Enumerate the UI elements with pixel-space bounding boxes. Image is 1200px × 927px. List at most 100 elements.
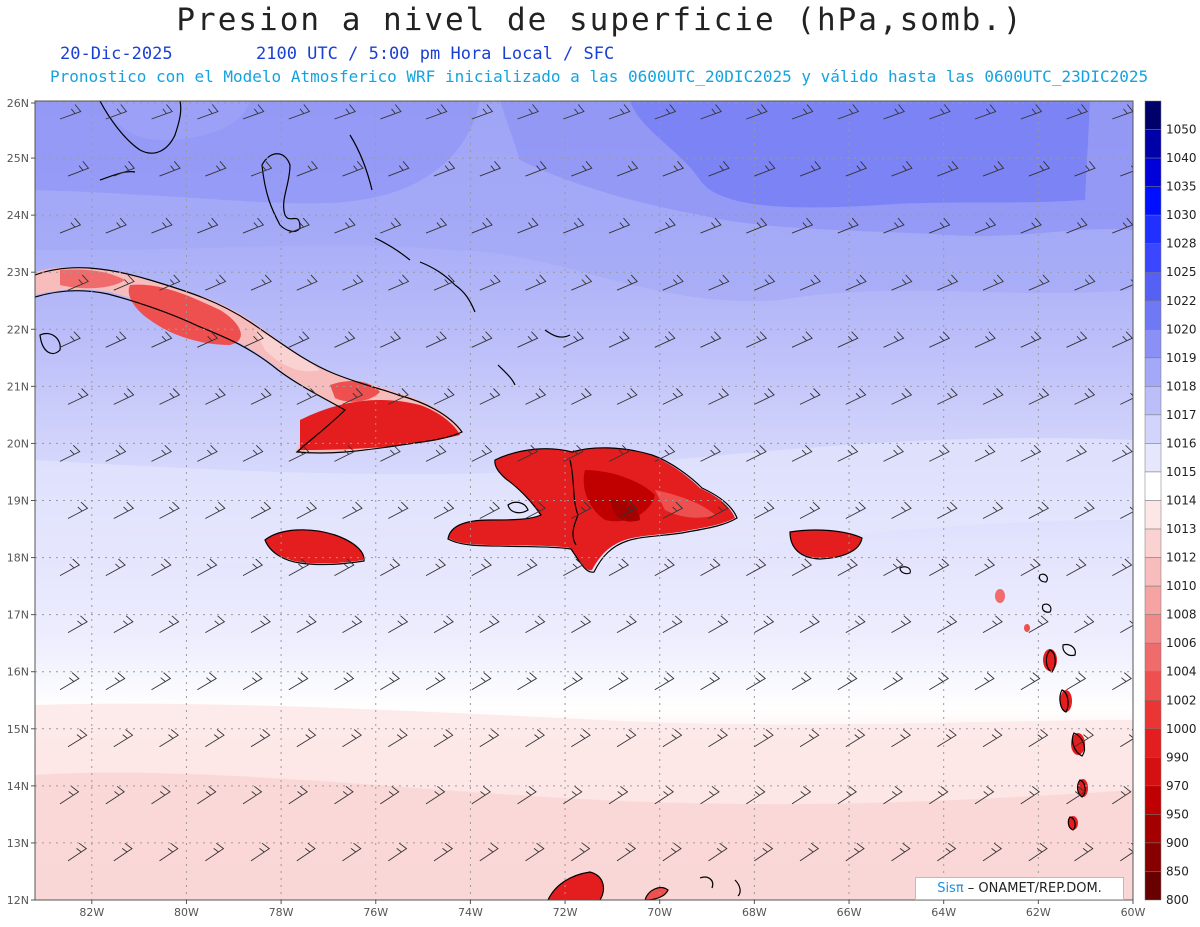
wind-barb <box>296 274 318 291</box>
map-title: Presion a nivel de superficie (hPa,somb.… <box>176 2 1024 38</box>
wind-barb <box>151 785 171 805</box>
pressure-field <box>35 101 1133 900</box>
wind-barb <box>937 501 958 519</box>
forecast-time: 2100 UTC / 5:00 pm Hora Local / SFC <box>256 44 615 64</box>
legend-swatch <box>1144 671 1162 701</box>
wind-barb <box>296 615 317 633</box>
wind-barb <box>159 501 180 519</box>
wind-barb <box>197 558 218 576</box>
wind-barb <box>525 729 545 748</box>
lon-tick-label: 76W <box>363 906 388 919</box>
wind-barb <box>654 331 676 348</box>
wind-barb <box>113 161 136 177</box>
wind-barb <box>571 615 592 633</box>
wind-barb <box>937 729 957 748</box>
lat-tick-label: 12N <box>7 894 29 907</box>
wind-barb <box>250 842 271 862</box>
wind-barb <box>197 104 219 120</box>
lat-tick-label: 23N <box>7 266 29 279</box>
wind-barb <box>433 842 454 862</box>
wind-barb <box>159 388 181 405</box>
wind-barb <box>70 899 72 900</box>
wind-barb <box>754 615 775 633</box>
wind-barb <box>608 558 630 576</box>
wind-barb <box>242 672 263 691</box>
wind-barb <box>974 672 995 691</box>
wind-barb <box>479 161 502 177</box>
lat-tick-label: 21N <box>7 380 29 393</box>
wind-barb <box>799 842 820 862</box>
wind-barb <box>388 274 410 291</box>
forecast-subtitle: Pronostico con el Modelo Atmosferico WRF… <box>50 67 1149 86</box>
wind-barb <box>159 729 179 748</box>
wind-barb <box>425 444 447 462</box>
wind-barb <box>1028 274 1050 291</box>
lon-tick-label: 62W <box>1026 906 1051 919</box>
wind-barb <box>1066 558 1087 576</box>
legend-swatch <box>1144 329 1162 359</box>
wind-barb <box>425 331 447 348</box>
wind-barb <box>616 161 639 177</box>
wind-barb <box>883 785 903 805</box>
lon-tick-label: 74W <box>458 906 483 919</box>
wind-barb <box>894 899 895 900</box>
wind-barb <box>1020 104 1043 120</box>
legend-swatch <box>1144 100 1162 130</box>
wind-barb <box>563 331 585 348</box>
wind-barb <box>59 785 80 805</box>
lon-tick-label: 66W <box>837 906 862 919</box>
wind-barb <box>571 729 591 748</box>
wind-barb <box>425 104 448 120</box>
wind-barb <box>619 899 621 900</box>
wind-barb <box>113 388 135 405</box>
wind-barb <box>67 729 88 748</box>
wind-barb <box>113 274 135 291</box>
wind-barb <box>1074 615 1095 633</box>
wind-barb <box>837 558 858 576</box>
wind-barb <box>380 104 402 120</box>
wind-barb <box>845 388 867 405</box>
lat-tick-label: 17N <box>7 609 29 622</box>
wind-barb <box>746 558 767 576</box>
wind-barb <box>1066 785 1086 805</box>
wind-barb <box>380 672 400 691</box>
wind-barb <box>654 444 676 462</box>
wind-barb <box>662 842 682 862</box>
wind-barb <box>242 331 264 348</box>
wind-barb <box>563 672 583 691</box>
wind-barb <box>425 785 446 805</box>
wind-barb <box>1120 502 1133 519</box>
wind-barb <box>113 729 134 748</box>
legend-swatch <box>1144 443 1162 473</box>
wind-barb <box>1066 672 1087 691</box>
wind-barb <box>151 331 173 348</box>
legend-swatch <box>1144 528 1162 558</box>
legend-label: 1004 <box>1166 665 1197 679</box>
wind-barb <box>67 388 89 405</box>
wind-barb <box>982 842 1003 862</box>
legend-label: 800 <box>1166 893 1189 907</box>
lat-tick-label: 15N <box>7 723 29 736</box>
wind-barb <box>242 217 265 234</box>
legend-swatch <box>1144 357 1162 387</box>
wind-barb <box>700 217 722 234</box>
wind-barb <box>662 615 683 633</box>
wind-barb <box>616 842 637 862</box>
wind-barb <box>342 729 362 748</box>
lon-tick-label: 70W <box>647 906 672 919</box>
wind-barb <box>654 558 675 576</box>
wind-barb <box>608 331 630 348</box>
wind-barb <box>608 217 631 234</box>
wind-barb <box>342 501 363 519</box>
wind-barb <box>700 104 722 120</box>
wind-barb <box>982 388 1004 405</box>
wind-barb <box>929 331 951 348</box>
wind-barb <box>205 729 225 748</box>
wind-barb <box>708 729 728 748</box>
wind-barb <box>525 842 545 862</box>
wind-barb <box>1074 842 1094 862</box>
wind-barb <box>517 558 538 576</box>
wind-barb <box>334 217 356 234</box>
wind-barb <box>151 217 173 234</box>
wind-barb <box>151 672 172 691</box>
